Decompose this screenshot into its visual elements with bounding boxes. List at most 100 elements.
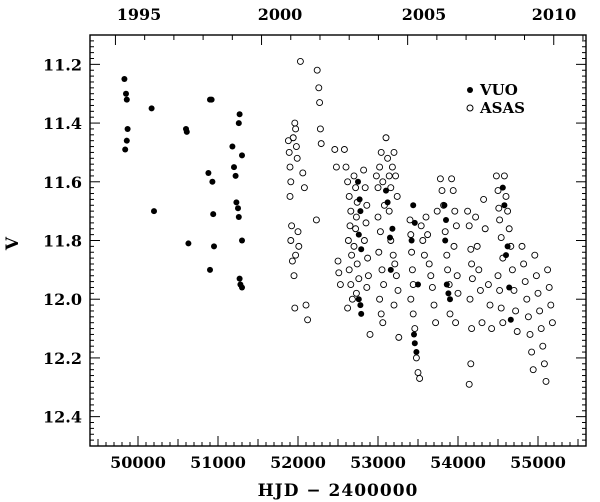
asas-point [497, 234, 505, 242]
asas-point [288, 257, 296, 265]
asas-point [300, 184, 308, 192]
asas-point [340, 146, 348, 153]
asas-point [512, 307, 520, 315]
asas-point [467, 245, 475, 253]
vuo-point [211, 243, 217, 250]
asas-point [380, 281, 388, 288]
asas-point [302, 301, 310, 309]
asas-point [362, 219, 370, 227]
x-tick-label: 53000 [350, 453, 406, 472]
asas-point [547, 301, 555, 309]
asas-point [494, 272, 502, 280]
asas-point [468, 325, 476, 333]
top-axis-tick-label: 2010 [532, 5, 577, 24]
vuo-point [411, 219, 418, 226]
asas-point [376, 163, 384, 171]
asas-point [420, 251, 428, 259]
asas-point [436, 175, 444, 183]
asas-point [488, 325, 496, 333]
asas-point [468, 275, 476, 283]
asas-point [342, 163, 350, 171]
asas-point [374, 184, 382, 192]
asas-point [524, 313, 532, 321]
asas-point [293, 154, 301, 162]
asas-point [363, 284, 371, 291]
legend-label-vuo: VUO [479, 81, 518, 99]
top-axis-tick-label: 2005 [402, 5, 447, 24]
plot-frame [89, 34, 587, 447]
asas-point [510, 286, 518, 294]
vuo-point [503, 252, 509, 259]
vuo-point [443, 216, 449, 223]
vuo-point [355, 296, 362, 303]
asas-point [468, 260, 476, 268]
asas-point [295, 242, 303, 250]
asas-point [312, 216, 320, 224]
asas-point [484, 281, 492, 288]
asas-point [316, 125, 324, 133]
asas-point [384, 154, 392, 162]
asas-point [348, 251, 356, 259]
asas-point [334, 257, 342, 265]
asas-point [464, 207, 472, 215]
asas-point [392, 272, 400, 280]
vuo-point [236, 111, 243, 118]
asas-point [352, 213, 360, 221]
asas-point [411, 325, 419, 333]
asas-point [497, 304, 505, 312]
vuo-point [499, 184, 506, 191]
asas-point [409, 281, 417, 288]
asas-point [378, 266, 386, 274]
asas-point [481, 225, 489, 233]
asas-point [348, 295, 356, 303]
asas-point [507, 242, 515, 250]
vuo-point [235, 214, 242, 221]
asas-point [422, 213, 430, 221]
asas-point [294, 228, 302, 236]
asas-point [313, 66, 321, 74]
asas-point [379, 178, 387, 186]
asas-point [424, 231, 432, 239]
asas-point [475, 266, 483, 274]
asas-point [529, 366, 537, 374]
asas-point [387, 237, 395, 244]
asas-point [531, 251, 539, 259]
asas-point [389, 251, 397, 259]
asas-point [499, 254, 507, 262]
asas-point [428, 284, 436, 291]
vuo-point [124, 125, 131, 132]
asas-point [408, 266, 416, 274]
asas-point [392, 172, 400, 180]
x-tick-label: 50000 [110, 453, 166, 472]
asas-point [441, 228, 449, 236]
asas-point [335, 269, 343, 277]
asas-point [395, 333, 403, 341]
asas-point [390, 148, 398, 156]
asas-point [440, 201, 448, 209]
asas-point [419, 237, 427, 244]
asas-point [394, 286, 402, 294]
asas-point [393, 193, 401, 200]
asas-point [427, 272, 435, 280]
asas-point [500, 172, 508, 180]
vuo-point [239, 237, 245, 244]
asas-point [375, 248, 383, 256]
legend: VUO ASAS [466, 81, 525, 117]
asas-point [286, 163, 294, 171]
asas-point [532, 272, 540, 280]
asas-point [345, 193, 353, 200]
asas-point [528, 348, 536, 356]
asas-point [336, 281, 344, 288]
asas-point [480, 195, 488, 203]
asas-point [536, 307, 544, 315]
asas-point [425, 260, 433, 268]
asas-point [292, 143, 300, 151]
x-axis-title: HJD − 2400000 [258, 481, 419, 501]
y-tick-label: 12.0 [43, 290, 82, 309]
legend-marker-vuo [467, 87, 473, 93]
vuo-point [148, 105, 155, 112]
asas-point [350, 172, 358, 180]
asas-point [534, 289, 542, 297]
vuo-point [358, 310, 365, 317]
asas-point [352, 289, 360, 297]
